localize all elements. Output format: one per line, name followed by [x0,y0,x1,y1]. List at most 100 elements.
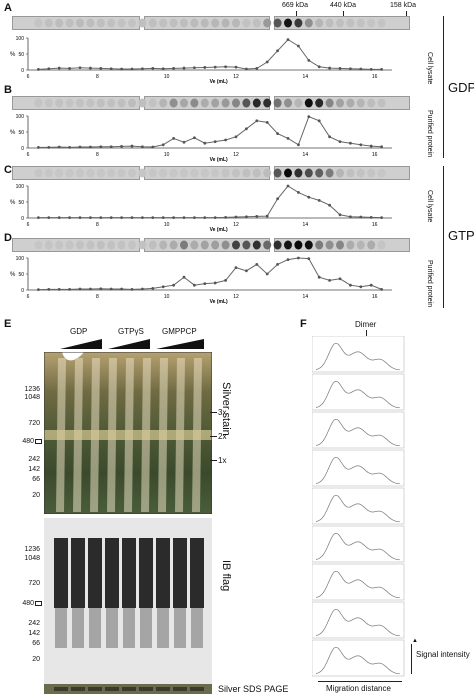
blot-dot [76,240,84,250]
blot-dot [180,168,188,178]
blot-dot [367,18,376,28]
blot-dot [76,168,84,178]
blot-dot [128,168,136,178]
ib-marker-720: 720 [28,580,40,587]
data-point [37,288,40,292]
blot-dot [232,18,240,28]
ib-marker-480: 480 [22,600,34,607]
profile-line [315,570,401,599]
blot-dot [221,18,230,28]
profile-4 [312,487,405,525]
data-point [47,287,51,291]
data-point [317,199,321,202]
data-point [68,216,71,220]
data-point [78,287,82,291]
blot-dot [263,18,272,28]
blot-dot [86,168,95,178]
dot-row [34,168,386,178]
blot-dot [325,98,334,108]
profile-3 [312,449,405,487]
y-tick-label: 100 [16,36,25,42]
blot-dot [148,168,157,178]
data-point [78,145,82,149]
silver-marker-1236: 1236 [24,386,40,393]
y-tick-label: 100 [16,114,25,120]
profile-line [315,646,401,675]
blot-dot [336,168,344,178]
oligomer-2x: 2x [218,432,227,441]
data-point [255,215,259,218]
blot-dot [336,98,344,108]
profile-5 [312,525,405,563]
marker-440-tick [343,11,344,16]
data-point [224,215,228,219]
data-point [359,285,363,289]
dot-row [34,98,386,108]
data-point [37,216,40,220]
marker-158-tick [406,11,407,16]
data-point [234,65,238,69]
blot-dot [169,98,178,108]
data-point [380,67,383,71]
data-point [369,215,373,219]
profile-2 [312,411,405,449]
concentration-wedges [60,339,204,349]
blot-dot [356,18,365,28]
ib-marker-1048: 1048 [24,555,40,562]
blot-dot [315,18,324,28]
x-axis-label: Ve (mL) [210,227,228,233]
data-point [307,59,311,62]
blot-dot [148,18,157,28]
data-point [349,67,352,71]
chart-0: 0 50 100% 6 8 10 12 14 16 Ve (mL) [10,36,392,85]
data-point [130,287,134,291]
blot-dot [65,98,74,108]
ib-marker-242: 242 [28,620,40,627]
blot-dot [86,18,95,28]
blot-dot [138,240,147,250]
x-tick-label: 16 [372,152,378,158]
blot-dot [252,18,261,28]
silver-marker-20: 20 [32,492,40,499]
blot-dot [86,240,95,250]
wedge-gmppcp [156,339,204,349]
gdp-label: GDP [448,80,474,95]
x-tick-label: 10 [164,294,170,300]
sds-band [88,687,102,691]
gtpgs-bracket [443,166,444,308]
blot-dot [190,18,199,28]
blot-dot [107,168,116,178]
data-point [47,67,51,71]
blot-dot [138,168,147,178]
data-point [317,65,321,69]
data-point [68,287,71,291]
blot-dot [200,18,209,28]
profile-line [315,608,401,637]
x-axis-label: Ve (mL) [210,157,228,163]
blot-dot [107,240,116,250]
series-line [38,38,382,70]
data-point [120,287,123,291]
x-tick-label: 10 [164,152,170,158]
blot-dot [169,240,178,250]
blot-dot [138,18,147,28]
data-point [172,67,176,70]
data-point [203,216,207,220]
data-point [161,285,165,289]
x-tick-label: 10 [164,222,170,228]
silver-marker-1048: 1048 [24,394,40,401]
blot-dot [294,168,303,178]
marker-669-tick [296,11,297,16]
data-point [172,283,176,287]
profile-6 [312,563,405,601]
x-tick-label: 10 [164,74,170,80]
ib-lane [71,538,85,608]
blot-dot [200,98,209,108]
data-point [234,215,238,219]
x-tick-label: 14 [303,222,309,228]
silver-sds-page-title: Silver SDS PAGE [218,684,289,694]
blot-dot [44,18,53,28]
blot-dot [169,168,178,178]
data-point [57,287,61,291]
data-point [130,67,134,71]
